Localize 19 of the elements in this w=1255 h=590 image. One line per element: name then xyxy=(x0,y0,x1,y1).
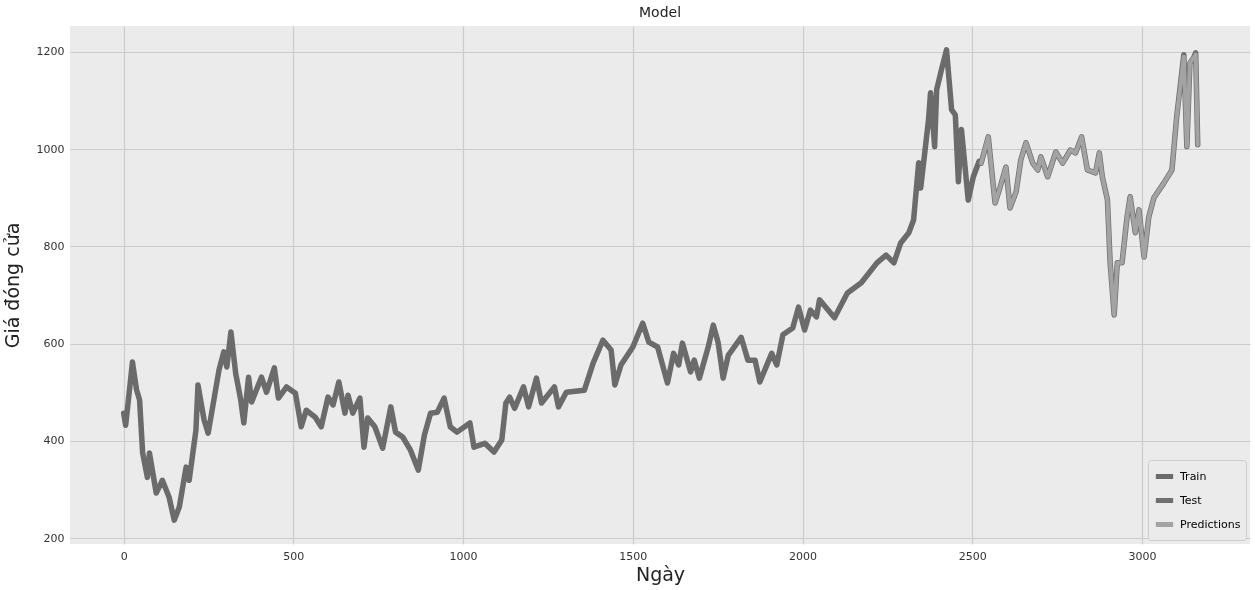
x-tick-label: 2000 xyxy=(789,549,818,563)
y-tick-label: 1000 xyxy=(36,142,65,156)
y-axis-title: Giá đóng cửa xyxy=(0,222,23,349)
x-tick-label: 2500 xyxy=(958,549,987,563)
legend-label: Train xyxy=(1179,469,1207,483)
x-tick-label: 1500 xyxy=(619,549,648,563)
x-axis-title: Ngày xyxy=(635,562,686,585)
y-tick-label: 400 xyxy=(43,434,65,448)
y-tick-label: 200 xyxy=(43,531,65,545)
x-tick-label: 500 xyxy=(283,549,305,563)
legend-label: Predictions xyxy=(1180,517,1241,531)
y-tick-label: 800 xyxy=(43,239,65,253)
x-tick-label: 0 xyxy=(120,549,128,563)
x-tick-label: 3000 xyxy=(1128,549,1157,563)
y-tick-label: 600 xyxy=(43,337,65,351)
y-tick-label: 1200 xyxy=(36,45,65,59)
legend-label: Test xyxy=(1179,493,1203,507)
chart-title: Model xyxy=(638,4,682,20)
x-tick-label: 1000 xyxy=(449,549,478,563)
